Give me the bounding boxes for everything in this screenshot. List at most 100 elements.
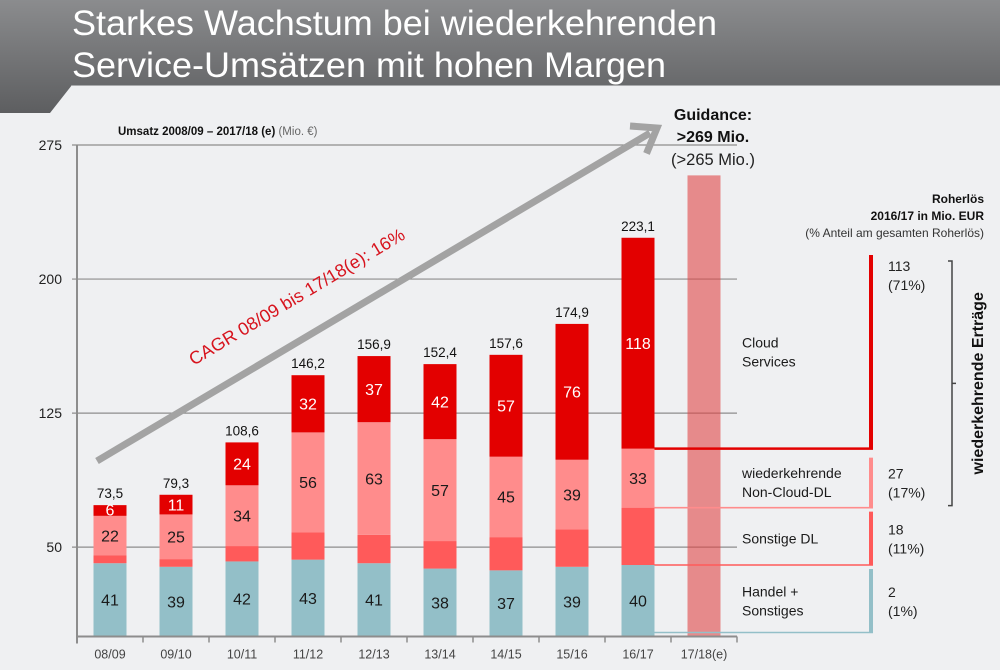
total-value-label: 108,6 (225, 423, 259, 438)
guidance-value: >269 Mio. (677, 129, 749, 146)
bar-segment (159, 559, 193, 567)
bar-segment (357, 356, 391, 423)
bar-segment (225, 485, 259, 547)
recurring-revenue-bracket (948, 260, 956, 507)
bar-stack-14-15 (489, 354, 523, 637)
guidance-title: Guidance: (674, 107, 752, 124)
segment-value-label: 42 (431, 394, 449, 411)
segment-value-label: 56 (299, 475, 317, 492)
legend-share: (11%) (888, 540, 924, 556)
segment-value-label: 32 (299, 397, 317, 414)
bar-stack-08-09 (93, 505, 127, 637)
segment-value-label: 25 (167, 530, 185, 547)
x-tick-label: 10/11 (227, 648, 257, 662)
legend-label: Cloud (742, 334, 779, 350)
bar-segment (93, 505, 127, 516)
bar-segment (489, 537, 523, 571)
bar-segment (93, 563, 127, 637)
bar-segment (423, 568, 457, 637)
bar-segment (489, 456, 523, 538)
segment-value-label: 37 (365, 382, 383, 399)
legend-share: (17%) (888, 485, 925, 501)
legend-color-bar (869, 569, 873, 633)
bar-segment (423, 541, 457, 569)
legend-label: wiederkehrende (741, 465, 842, 481)
bar-segment (555, 459, 589, 530)
total-value-label: 174,9 (555, 305, 589, 320)
bar-segment (291, 432, 325, 533)
segment-value-label: 40 (629, 594, 647, 611)
bar-segment (159, 514, 193, 560)
bar-stack-12-13 (357, 356, 391, 637)
total-value-label: 73,5 (97, 486, 123, 501)
slide-title-line-2: Service-Umsätzen mit hohen Margen (72, 46, 666, 85)
segment-value-label: 57 (497, 399, 515, 416)
chart-title: Umsatz 2008/09 – 2017/18 (e) (Mio. €) (118, 126, 318, 138)
total-value-label: 157,6 (489, 336, 523, 351)
bar-segment (621, 565, 655, 637)
segment-value-label: 33 (629, 471, 647, 488)
bar-stack-13-14 (423, 364, 457, 637)
recurring-revenue-label: wiederkehrende Erträge (970, 292, 987, 475)
segment-value-label: 39 (563, 594, 581, 611)
bar-stack-10-11 (225, 442, 259, 637)
bar-segment (423, 364, 457, 440)
total-value-label: 152,4 (423, 345, 457, 360)
legend-color-bar (869, 255, 873, 449)
x-tick-label: 15/16 (556, 648, 587, 662)
slide-header: Starkes Wachstum bei wiederkehrenden Ser… (0, 0, 1000, 113)
chart-title-unit: (Mio. €) (275, 126, 317, 138)
segment-value-label: 63 (365, 471, 383, 488)
legend-item: Cloud Services 113 (71%) (654, 255, 925, 450)
total-value-label: 156,9 (357, 337, 391, 352)
legend-heading-1: Roherlös (932, 192, 984, 206)
segment-value-label: 57 (431, 483, 449, 500)
bar-stack-11-12 (291, 375, 325, 637)
total-value-label: 146,2 (291, 356, 325, 371)
legend-item: Sonstige DL 18 (11%) (654, 511, 924, 566)
segment-value-label: 24 (233, 457, 251, 474)
guidance-bar-group (687, 175, 721, 637)
legend-value: 18 (888, 521, 904, 537)
legend-label: Sonstige DL (742, 530, 818, 546)
bar-segment (555, 566, 589, 637)
bar-segment (357, 534, 391, 564)
legend-share: (71%) (888, 277, 925, 293)
legend-heading-3: (% Anteil am gesamten Roherlös) (805, 226, 984, 240)
legend-value: 113 (888, 258, 911, 274)
bar-segment (225, 442, 259, 486)
guidance-bar (687, 175, 721, 637)
trend-arrowhead-icon (629, 122, 663, 155)
trend-arrow-shaft (95, 129, 652, 465)
axes: 08/09 09/10 10/11 11/12 12/13 13/14 14/15 15/16… (76, 145, 738, 662)
x-tick-label: 14/15 (490, 648, 521, 662)
chart-title-text: Umsatz 2008/09 – 2017/18 (e) (118, 126, 275, 138)
bar-segment (291, 532, 325, 560)
segment-value-label: 42 (233, 592, 251, 609)
segment-value-label: 41 (101, 593, 119, 610)
x-tick-label: 13/14 (424, 648, 455, 662)
x-tick-label: 11/12 (293, 648, 323, 662)
legend-share: (1%) (888, 603, 918, 619)
segment-value-label: 45 (497, 490, 515, 507)
slide-title-line-1: Starkes Wachstum bei wiederkehrenden (72, 4, 717, 43)
cagr-trend-arrow (95, 122, 663, 465)
legend-label: Handel + (742, 583, 798, 599)
segment-value-label: 39 (563, 487, 581, 504)
segment-value-label: 11 (168, 497, 185, 514)
y-tick-label: 50 (46, 539, 62, 555)
legend-heading-2: 2016/17 in Mio. EUR (871, 209, 985, 223)
legend-value: 2 (888, 584, 896, 600)
segment-value-label: 76 (563, 385, 581, 402)
total-value-label: 223,1 (621, 219, 655, 234)
y-tick-label: 125 (39, 405, 63, 421)
bar-segment (159, 494, 193, 515)
bar-segment (225, 546, 259, 562)
legend-item: wiederkehrende Non-Cloud-DL 27 (17%) (654, 457, 925, 509)
segment-value-label: 43 (299, 591, 317, 608)
bar-segment (423, 439, 457, 542)
x-tick-label: 16/17 (622, 648, 653, 662)
bar-segment (555, 529, 589, 567)
bar-segment (357, 563, 391, 637)
bar-segment (357, 422, 391, 535)
